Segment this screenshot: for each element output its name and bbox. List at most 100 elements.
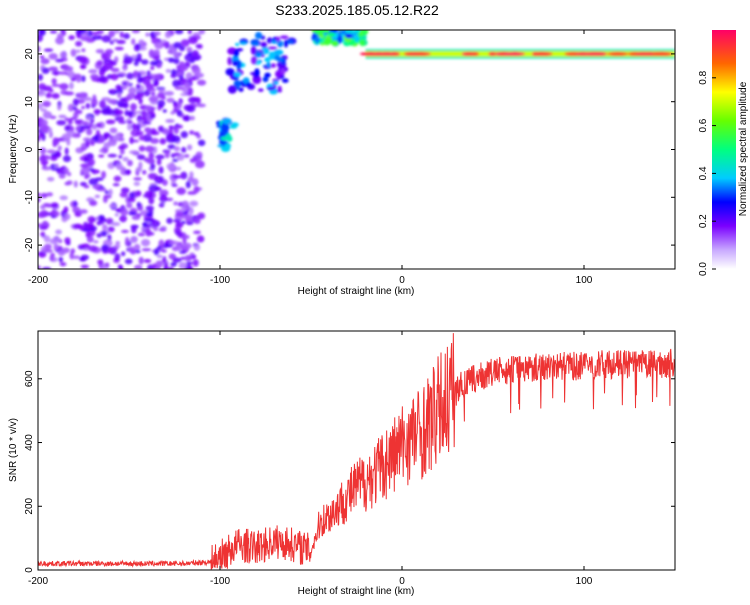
heatmap-cell <box>189 171 194 179</box>
heatmap-cell <box>229 125 238 129</box>
heatmap-cell <box>165 68 172 73</box>
heatmap-cell <box>80 65 86 69</box>
heatmap-cell <box>146 131 151 138</box>
heatmap-cell <box>158 202 165 208</box>
heatmap-cell <box>72 223 83 229</box>
heatmap-cell <box>168 240 179 246</box>
heatmap-cell <box>100 100 106 108</box>
heatmap-cell <box>80 264 90 269</box>
snr-ytick-label: 0 <box>24 567 35 573</box>
heatmap-cell <box>114 253 121 261</box>
heatmap-cell <box>135 123 141 132</box>
heatmap-cell <box>150 128 157 135</box>
heatmap-cell <box>187 30 193 35</box>
heatmap-cell <box>277 85 282 93</box>
heatmap-line-core <box>651 51 672 56</box>
heatmap-cell <box>276 57 284 62</box>
heatmap-cell <box>40 58 50 65</box>
heatmap-cell <box>233 49 240 58</box>
heatmap-cell <box>196 103 206 108</box>
heatmap-cell <box>73 180 78 188</box>
heatmap-cell <box>49 30 58 34</box>
heatmap-cell <box>101 244 109 253</box>
heatmap-cell <box>251 42 261 47</box>
heatmap-cell <box>114 56 119 63</box>
heatmap-cell <box>117 92 122 99</box>
heatmap-cell <box>127 197 136 203</box>
heatmap-cell <box>67 103 75 112</box>
heatmap-cell <box>172 175 182 179</box>
heatmap-cell <box>59 195 68 201</box>
heatmap-line-core <box>607 51 629 56</box>
heatmap-cell <box>140 43 147 47</box>
heatmap-line-core <box>582 51 603 56</box>
heatmap-cell <box>138 256 144 265</box>
heatmap-cell <box>45 203 53 208</box>
heatmap-cell <box>179 64 186 73</box>
heatmap-ytick-label: 10 <box>24 96 35 108</box>
heatmap-cell <box>344 33 353 39</box>
heatmap-cell <box>153 227 159 232</box>
heatmap-cell <box>81 243 90 249</box>
heatmap-cell <box>143 218 154 222</box>
colorbar-tick-label: 0.2 <box>698 214 709 228</box>
heatmap-cell <box>250 46 257 55</box>
heatmap-cell <box>88 245 98 252</box>
heatmap-cell <box>192 259 199 267</box>
heatmap-cell <box>144 190 154 199</box>
heatmap-cell <box>63 206 69 214</box>
heatmap-cell <box>172 257 182 263</box>
heatmap-xtick-label: 100 <box>576 275 593 286</box>
heatmap-cell <box>173 218 182 223</box>
heatmap-cell <box>67 118 73 125</box>
heatmap-cell <box>158 88 166 93</box>
heatmap-cell <box>193 230 201 235</box>
heatmap-cell <box>235 42 240 47</box>
heatmap-cell <box>275 36 280 43</box>
heatmap-cell <box>157 99 166 107</box>
heatmap-cell <box>56 119 67 126</box>
heatmap-cell <box>131 123 138 130</box>
heatmap-cell <box>128 94 136 98</box>
heatmap-cell <box>41 67 50 74</box>
heatmap-cell <box>184 216 193 222</box>
heatmap-cell <box>257 88 264 92</box>
snr-ytick-label: 400 <box>24 434 35 451</box>
heatmap-cell <box>189 115 196 121</box>
heatmap-cell <box>85 139 90 148</box>
heatmap-cell <box>41 166 52 171</box>
heatmap-cell <box>82 228 90 232</box>
heatmap-cell <box>123 56 134 64</box>
heatmap-cell <box>90 74 99 80</box>
colorbar-tick-label: 0.8 <box>698 70 709 84</box>
heatmap-cell <box>173 52 180 59</box>
heatmap-cell <box>143 258 152 263</box>
heatmap-cell <box>281 78 289 83</box>
heatmap-cell <box>136 130 144 136</box>
heatmap-cell <box>126 202 133 209</box>
heatmap-cell <box>76 32 82 39</box>
colorbar <box>712 30 736 269</box>
heatmap-cell <box>141 248 152 252</box>
heatmap-cell <box>108 204 117 208</box>
heatmap-cell <box>93 240 99 244</box>
heatmap-cell <box>183 154 190 158</box>
heatmap-cell <box>50 155 58 161</box>
heatmap-cell <box>190 56 200 61</box>
heatmap-cell <box>155 154 165 160</box>
heatmap-cell <box>186 105 196 113</box>
heatmap-cell <box>137 232 146 237</box>
heatmap-cell <box>161 95 166 100</box>
heatmap-cell <box>38 73 44 81</box>
heatmap-cell <box>124 258 133 265</box>
heatmap-cell <box>70 248 76 254</box>
heatmap-cell <box>43 235 51 243</box>
heatmap-cell <box>69 82 74 90</box>
heatmap-cell <box>59 83 69 90</box>
snr-line-marks <box>38 333 675 570</box>
snr-axes: -200 -100 0 100 0 200 400 600 <box>24 331 675 587</box>
heatmap-cell <box>153 248 160 256</box>
heatmap-cell <box>75 125 81 132</box>
heatmap-cell <box>42 100 52 108</box>
